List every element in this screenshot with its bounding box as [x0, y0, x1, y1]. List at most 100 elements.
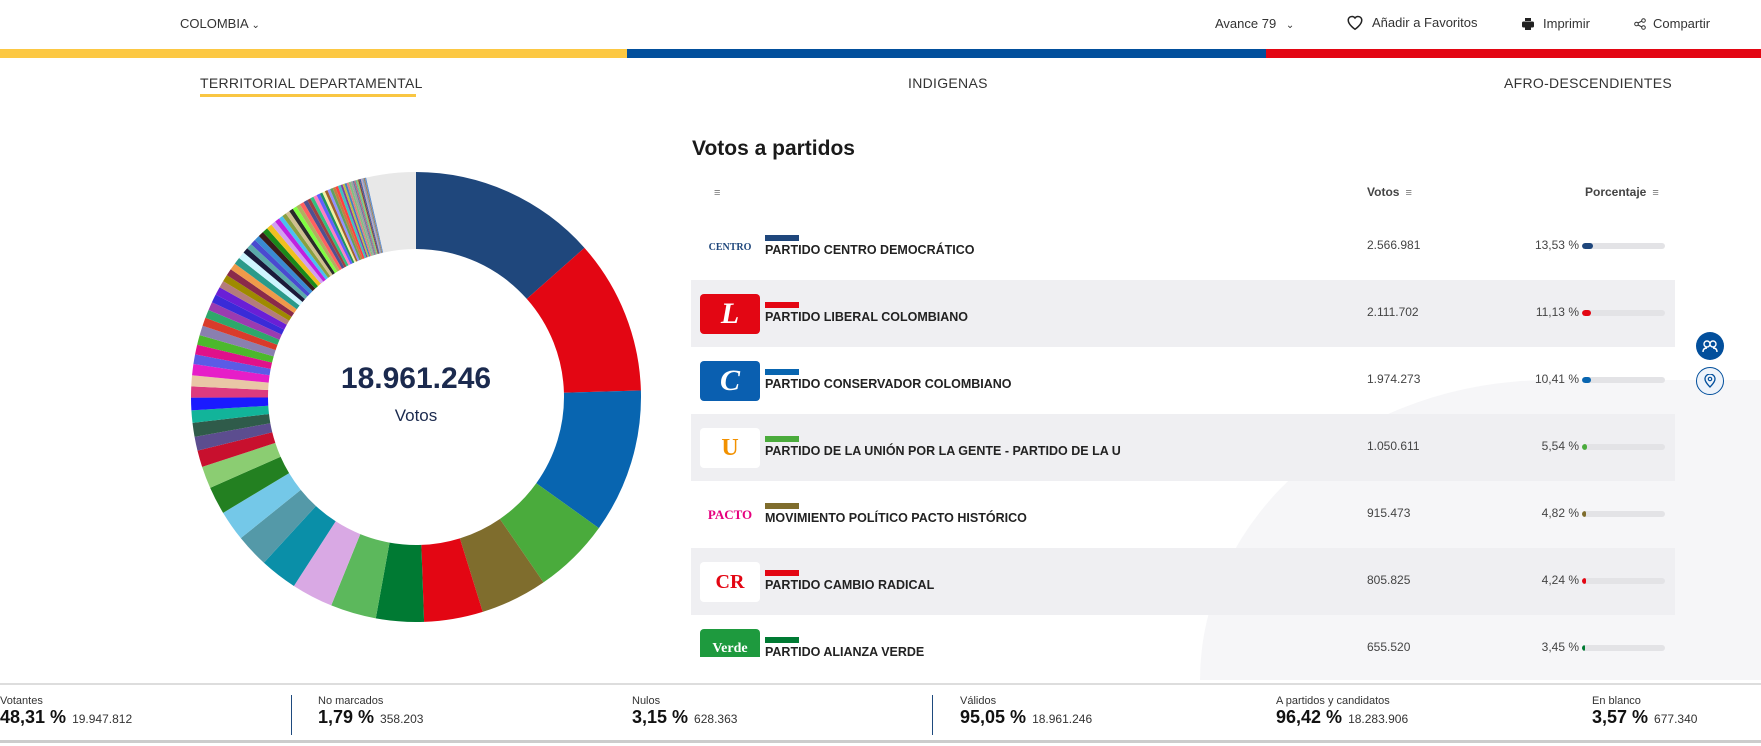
donut-slice[interactable] [332, 186, 363, 260]
donut-slice[interactable] [199, 325, 276, 357]
donut-slice[interactable] [191, 375, 269, 391]
donut-slice[interactable] [353, 180, 377, 255]
donut-slice[interactable] [366, 172, 416, 253]
donut-slice[interactable] [263, 506, 336, 586]
donut-slice[interactable] [348, 181, 373, 256]
donut-slice[interactable] [215, 287, 287, 330]
party-row[interactable]: C PARTIDO CONSERVADOR COLOMBIANO 1.974.2… [691, 347, 1675, 414]
donut-slice[interactable] [202, 317, 278, 351]
donut-slice[interactable] [195, 344, 273, 369]
donut-slice[interactable] [363, 177, 383, 254]
donut-slice[interactable] [254, 236, 313, 294]
donut-slice[interactable] [282, 213, 331, 278]
donut-slice[interactable] [191, 386, 269, 398]
donut-slice[interactable] [197, 432, 276, 467]
donut-slice[interactable] [258, 232, 316, 292]
donut-slice[interactable] [310, 196, 349, 267]
donut-slice[interactable] [421, 538, 483, 622]
donut-slice[interactable] [223, 275, 292, 321]
donut-slice[interactable] [285, 211, 333, 277]
donut-slice[interactable] [193, 354, 271, 376]
votes-column-header[interactable]: Votos ≡ [1367, 185, 1412, 199]
party-row[interactable]: PACTO MOVIMIENTO POLÍTICO PACTO HISTÓRIC… [691, 481, 1675, 548]
donut-slice[interactable] [292, 206, 338, 274]
donut-slice[interactable] [239, 252, 303, 306]
donut-slice[interactable] [344, 182, 371, 257]
donut-slice[interactable] [499, 483, 599, 583]
party-row[interactable]: CENTRO PARTIDO CENTRO DEMOCRÁTICO 2.566.… [691, 213, 1675, 280]
donut-slice[interactable] [356, 179, 378, 255]
donut-slice[interactable] [299, 202, 343, 271]
candidates-button[interactable] [1696, 332, 1724, 360]
donut-slice[interactable] [352, 180, 376, 256]
donut-slice[interactable] [526, 247, 641, 393]
add-favorites-button[interactable]: Añadir a Favoritos [1346, 14, 1478, 31]
donut-slice[interactable] [262, 228, 319, 289]
donut-slice[interactable] [362, 178, 382, 254]
donut-slice[interactable] [267, 224, 321, 287]
donut-slice[interactable] [536, 390, 641, 529]
donut-slice[interactable] [324, 190, 358, 262]
party-row[interactable]: CR PARTIDO CAMBIO RADICAL 805.825 4,24 % [691, 548, 1675, 615]
tab-indigenas[interactable]: INDIGENAS [908, 75, 988, 91]
party-row[interactable]: Verde PARTIDO ALIANZA VERDE 655.520 3,45… [691, 615, 1675, 657]
donut-slice[interactable] [375, 542, 425, 622]
donut-slice[interactable] [210, 456, 290, 513]
location-button[interactable] [1696, 367, 1724, 395]
country-selector[interactable]: COLOMBIA ⌄ [180, 16, 260, 31]
tab-territorial-departamental[interactable]: TERRITORIAL DEPARTAMENTAL [200, 75, 423, 91]
donut-slice[interactable] [459, 518, 544, 612]
donut-slice[interactable] [316, 193, 353, 265]
donut-slice[interactable] [319, 192, 355, 264]
donut-slice[interactable] [250, 239, 310, 297]
donut-slice[interactable] [223, 473, 301, 539]
donut-slice[interactable] [342, 183, 369, 258]
donut-slice[interactable] [337, 185, 367, 259]
donut-slice[interactable] [355, 179, 377, 255]
donut-slice[interactable] [350, 181, 375, 256]
donut-slice[interactable] [296, 204, 340, 272]
donut-slice[interactable] [330, 188, 362, 261]
donut-slice[interactable] [197, 335, 274, 363]
donut-slice[interactable] [289, 208, 335, 275]
donut-slice[interactable] [416, 172, 585, 299]
donut-slice[interactable] [313, 195, 351, 266]
donut-slice[interactable] [243, 248, 305, 302]
donut-slice[interactable] [275, 218, 326, 282]
donut-slice[interactable] [219, 281, 290, 325]
donut-slice[interactable] [331, 534, 390, 619]
donut-slice[interactable] [340, 184, 368, 258]
donut-slice[interactable] [226, 269, 295, 317]
donut-slice[interactable] [208, 302, 282, 340]
donut-slice[interactable] [191, 397, 269, 411]
party-row[interactable]: U PARTIDO DE LA UNIÓN POR LA GENTE - PAR… [691, 414, 1675, 481]
share-button[interactable]: Compartir [1634, 16, 1710, 31]
donut-slice[interactable] [346, 182, 372, 257]
donut-slice[interactable] [327, 189, 360, 261]
percent-column-header[interactable]: Porcentaje ≡ [1585, 185, 1659, 199]
donut-slice[interactable] [359, 178, 380, 254]
donut-slice[interactable] [279, 215, 329, 280]
tab-afro-descendientes[interactable]: AFRO-DESCENDIENTES [1504, 75, 1672, 91]
name-column-menu[interactable]: ≡ [708, 185, 720, 199]
donut-slice[interactable] [335, 185, 365, 259]
donut-slice[interactable] [240, 489, 316, 563]
donut-slice[interactable] [202, 442, 281, 488]
donut-slice[interactable] [211, 294, 285, 335]
donut-slice[interactable] [194, 423, 273, 451]
donut-slice[interactable] [293, 521, 361, 606]
donut-slice[interactable] [191, 405, 269, 423]
avance-selector[interactable]: Avance 79 ⌄ [1215, 16, 1294, 31]
party-row[interactable]: L PARTIDO LIBERAL COLOMBIANO 2.111.702 1… [691, 280, 1675, 347]
donut-slice[interactable] [360, 178, 381, 254]
donut-slice[interactable] [192, 414, 271, 437]
party-list[interactable]: CENTRO PARTIDO CENTRO DEMOCRÁTICO 2.566.… [691, 213, 1675, 657]
donut-slice[interactable] [322, 191, 357, 263]
donut-slice[interactable] [303, 200, 345, 269]
donut-slice[interactable] [234, 257, 300, 310]
donut-slice[interactable] [364, 177, 384, 253]
print-button[interactable]: Imprimir [1522, 16, 1590, 31]
donut-slice[interactable] [247, 244, 308, 300]
donut-slice[interactable] [230, 263, 297, 314]
donut-slice[interactable] [205, 309, 280, 345]
